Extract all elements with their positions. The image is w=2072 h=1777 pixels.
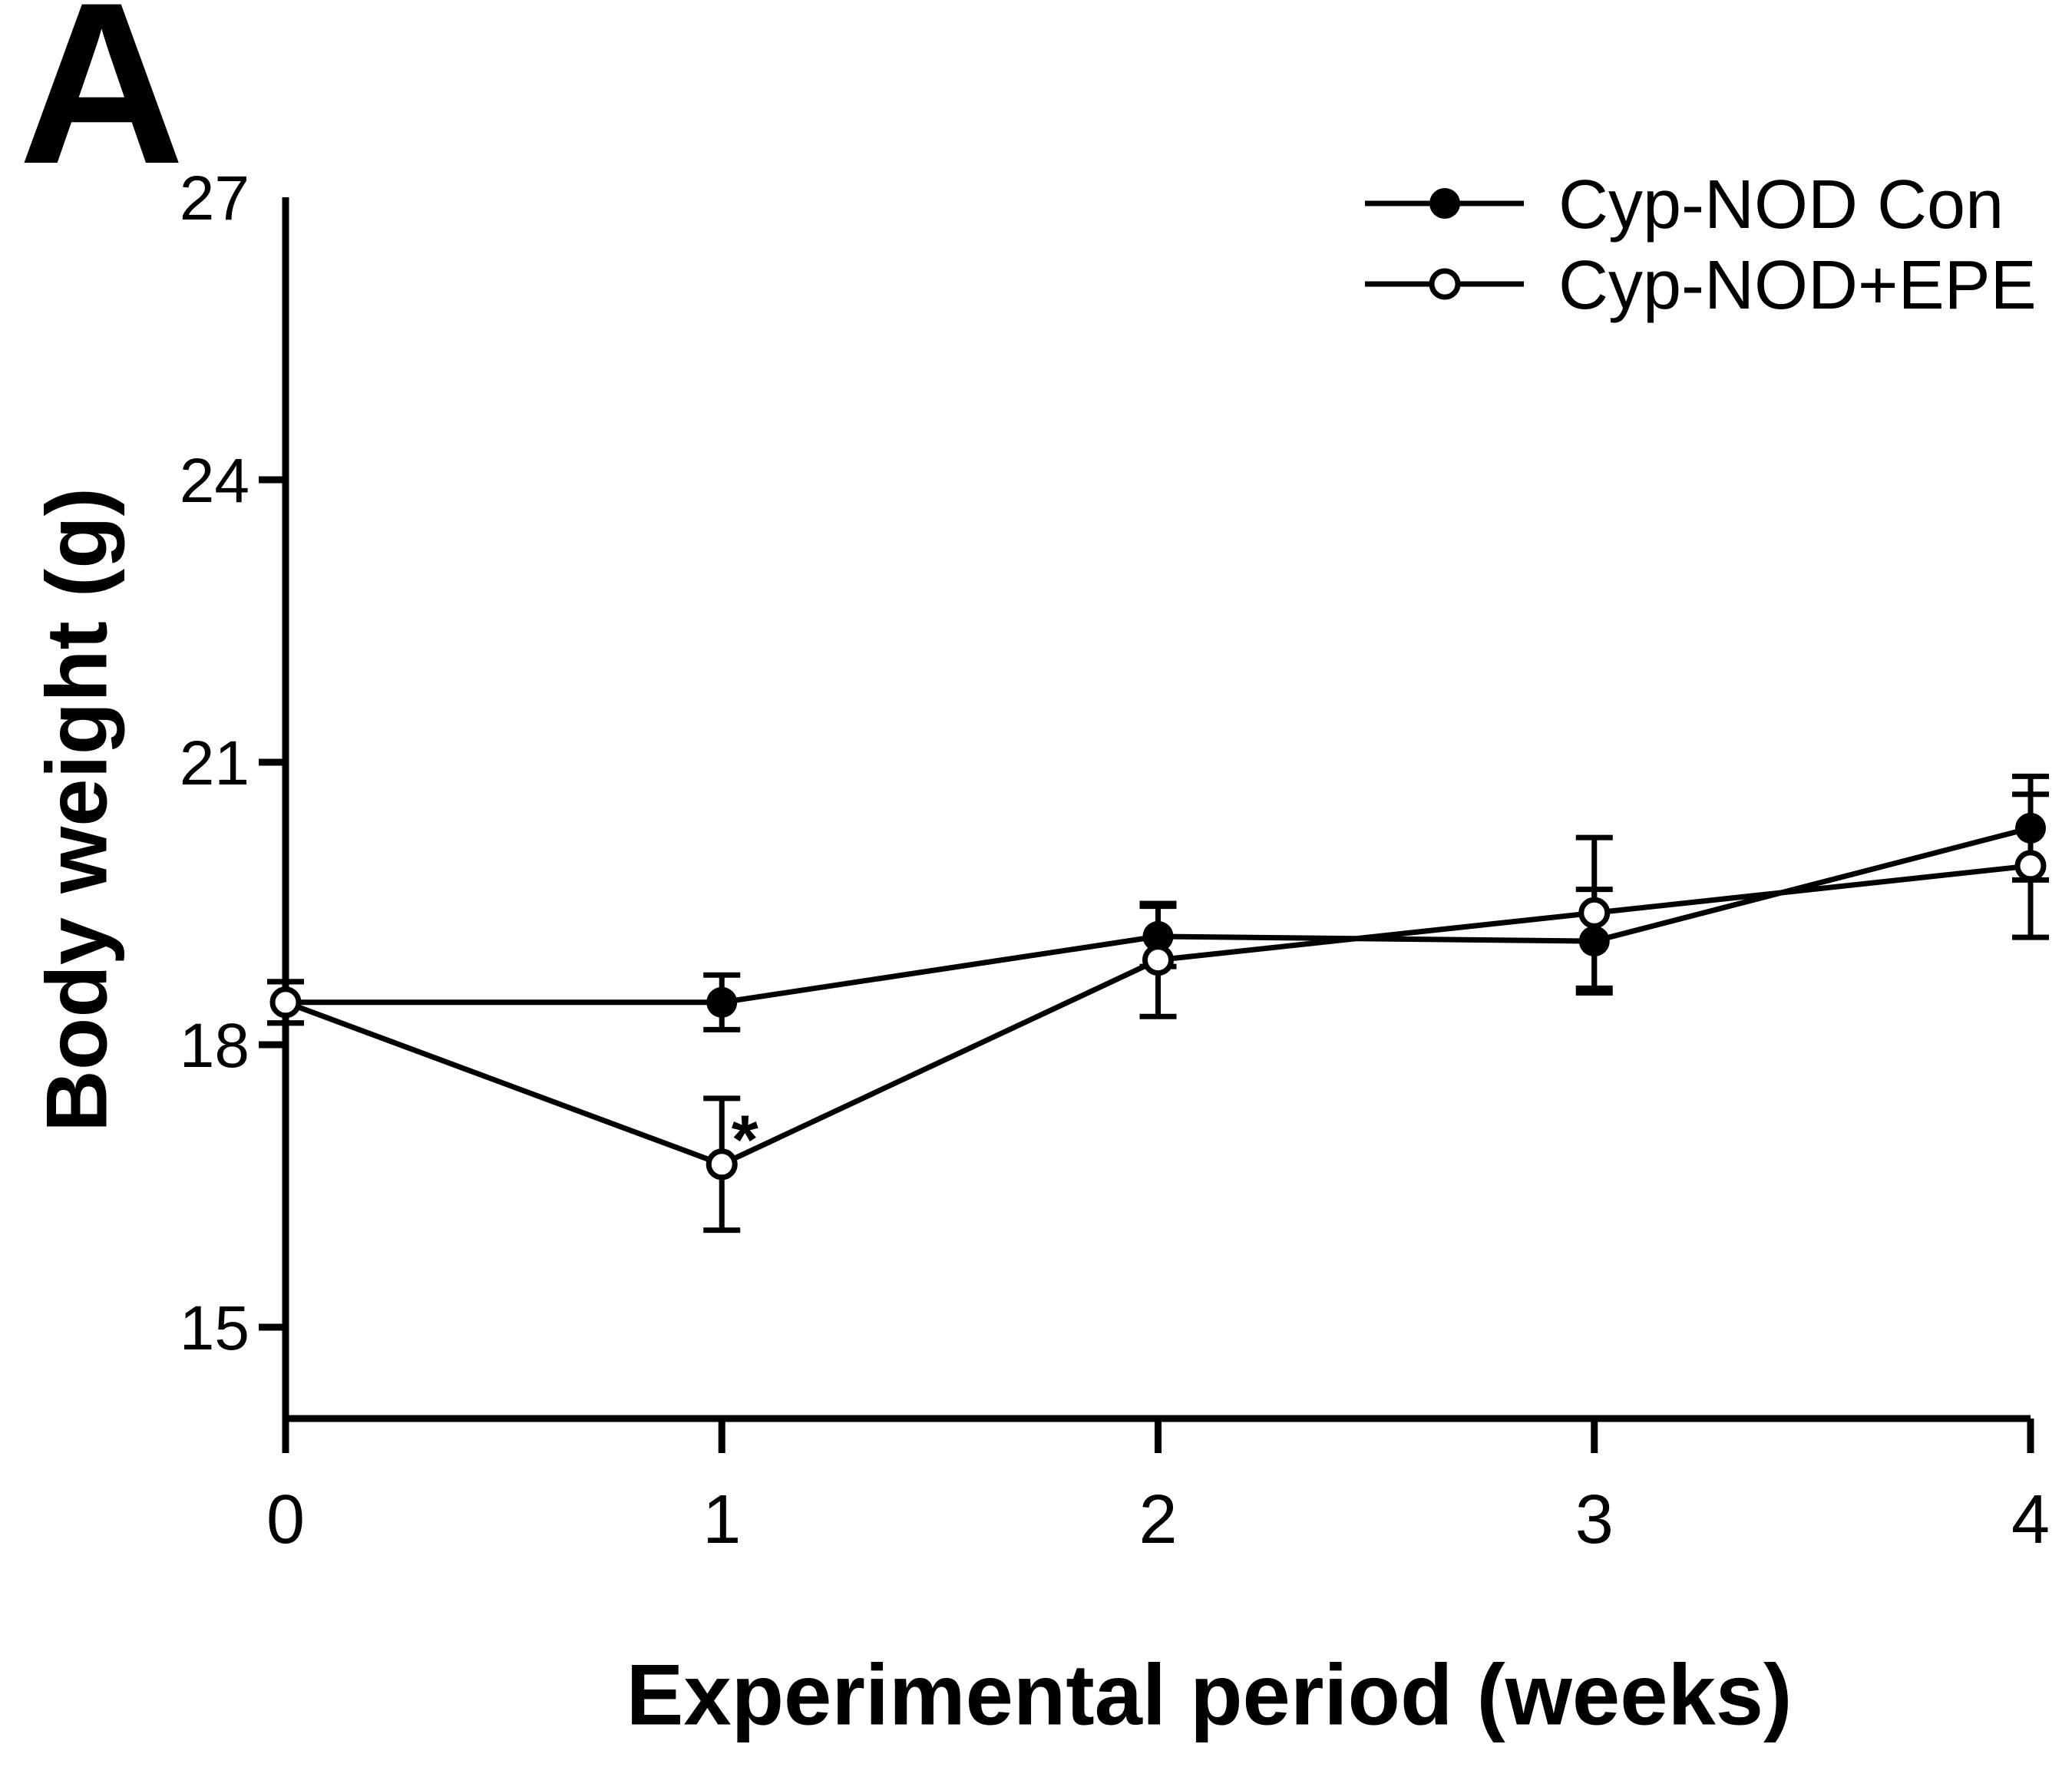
y-axis-title: Body weight (g) xyxy=(28,487,125,1132)
y-tick-label: 21 xyxy=(180,728,249,798)
legend-label: Cyp-NOD+EPE xyxy=(1558,247,2037,324)
series-cyp-nod-epe xyxy=(267,791,2049,1234)
data-point-open-circle xyxy=(1578,897,1611,929)
legend-item: Cyp-NOD Con xyxy=(1365,167,2004,243)
data-point-filled-circle xyxy=(706,986,738,1018)
x-tick-label: 0 xyxy=(266,1481,305,1558)
y-tick-label: 24 xyxy=(180,446,249,516)
x-tick-label: 4 xyxy=(2011,1481,2050,1558)
x-tick-label: 3 xyxy=(1575,1481,1614,1558)
data-point-open-circle xyxy=(706,1148,738,1181)
markers-cyp-nod-epe xyxy=(269,850,2047,1181)
data-point-open-circle xyxy=(269,986,302,1019)
axes: 15 18 21 24 27 0 1 2 3 4 xyxy=(180,163,2050,1558)
data-point-filled-circle xyxy=(1578,926,1610,957)
data-point-open-circle xyxy=(2014,850,2047,882)
x-axis-title: Experimental period (weeks) xyxy=(626,1647,1793,1743)
panel-label: A xyxy=(18,0,185,212)
y-tick-label: 27 xyxy=(180,163,249,233)
data-point-open-circle xyxy=(1142,944,1174,976)
legend-filled-circle-icon xyxy=(1429,188,1460,219)
significance-asterisk: * xyxy=(732,1102,758,1178)
data-point-filled-circle xyxy=(1142,920,1174,952)
x-tick-label: 1 xyxy=(702,1481,741,1558)
x-tick-label: 2 xyxy=(1138,1481,1177,1558)
axis-lines xyxy=(282,197,2031,1422)
legend-item: Cyp-NOD+EPE xyxy=(1365,247,2037,324)
data-point-filled-circle xyxy=(2015,812,2046,844)
legend-label: Cyp-NOD Con xyxy=(1558,167,2004,243)
y-tick-label: 18 xyxy=(180,1011,249,1081)
legend-open-circle-icon xyxy=(1429,268,1461,300)
y-tick-label: 15 xyxy=(180,1293,249,1363)
